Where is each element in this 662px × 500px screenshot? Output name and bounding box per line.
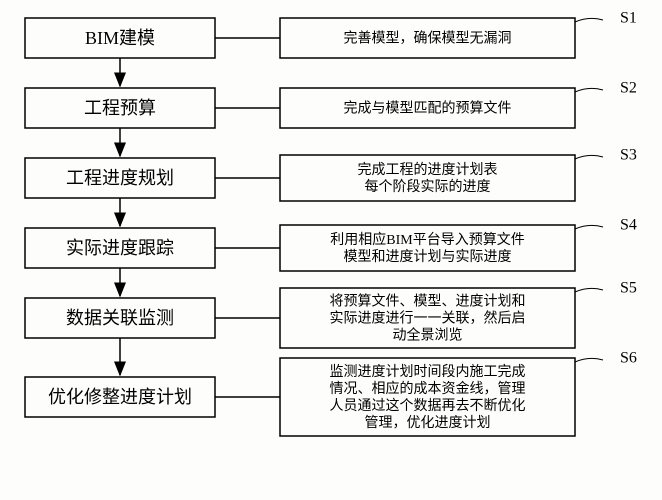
right-text-s3-line1: 每个阶段实际的进度 xyxy=(365,179,491,195)
step-label-s3: S3 xyxy=(620,147,637,164)
right-text-s6-line0: 监测进度计划时间段内施工完成 xyxy=(330,364,526,380)
left-label-s3: 工程进度规划 xyxy=(66,168,174,188)
step-label-s2: S2 xyxy=(620,80,637,97)
label-tick-s6 xyxy=(575,358,603,362)
right-text-s6-line1: 情况、相应的成本资金线，管理 xyxy=(330,380,526,397)
right-text-s3-line0: 完成工程的进度计划表 xyxy=(358,162,498,178)
right-text-s6-line2: 人员通过这个数据再去不断优化 xyxy=(330,397,526,414)
left-label-s5: 数据关联监测 xyxy=(66,308,174,328)
step-s5: 数据关联监测 将预算文件、模型、进度计划和实际进度进行一一关联，然后启动全景浏览 S… xyxy=(25,280,637,376)
step-label-s1: S1 xyxy=(620,10,637,27)
label-tick-s4 xyxy=(575,225,603,229)
right-text-s5-line2: 动全景浏览 xyxy=(393,327,463,344)
right-text-s2-line0: 完成与模型匹配的预算文件 xyxy=(344,101,512,117)
right-text-s4-line1: 模型和进度计划与实际进度 xyxy=(344,249,512,265)
step-s6: 优化修整进度计划 监测进度计划时间段内施工完成情况、相应的成本资金线，管理人员通过… xyxy=(25,350,637,437)
label-tick-s5 xyxy=(575,288,603,292)
label-tick-s2 xyxy=(575,88,603,92)
right-text-s1-line0: 完善模型，确保模型无漏洞 xyxy=(344,31,512,47)
step-s2: 工程预算 完成与模型匹配的预算文件 S2 xyxy=(25,80,637,157)
step-s1: BIM建模 完善模型，确保模型无漏洞 S1 xyxy=(25,10,637,87)
left-label-s6: 优化修整进度计划 xyxy=(48,387,192,407)
left-label-s2: 工程预算 xyxy=(84,98,156,118)
step-s4: 实际进度跟踪 利用相应BIM平台导入预算文件模型和进度计划与实际进度 S4 xyxy=(25,217,637,297)
step-label-s5: S5 xyxy=(620,280,637,297)
right-text-s5-line1: 实际进度进行一一关联，然后启 xyxy=(330,310,526,327)
right-text-s6-line3: 管理，优化进度计划 xyxy=(365,415,491,431)
label-tick-s3 xyxy=(575,155,603,159)
step-label-s4: S4 xyxy=(620,217,637,234)
left-label-s1: BIM建模 xyxy=(85,28,155,48)
step-s3: 工程进度规划 完成工程的进度计划表每个阶段实际的进度 S3 xyxy=(25,147,637,227)
label-tick-s1 xyxy=(575,18,603,22)
step-label-s6: S6 xyxy=(620,350,637,367)
left-label-s4: 实际进度跟踪 xyxy=(66,238,174,258)
right-text-s4-line0: 利用相应BIM平台导入预算文件 xyxy=(330,231,524,248)
right-text-s5-line0: 将预算文件、模型、进度计划和 xyxy=(330,294,526,310)
